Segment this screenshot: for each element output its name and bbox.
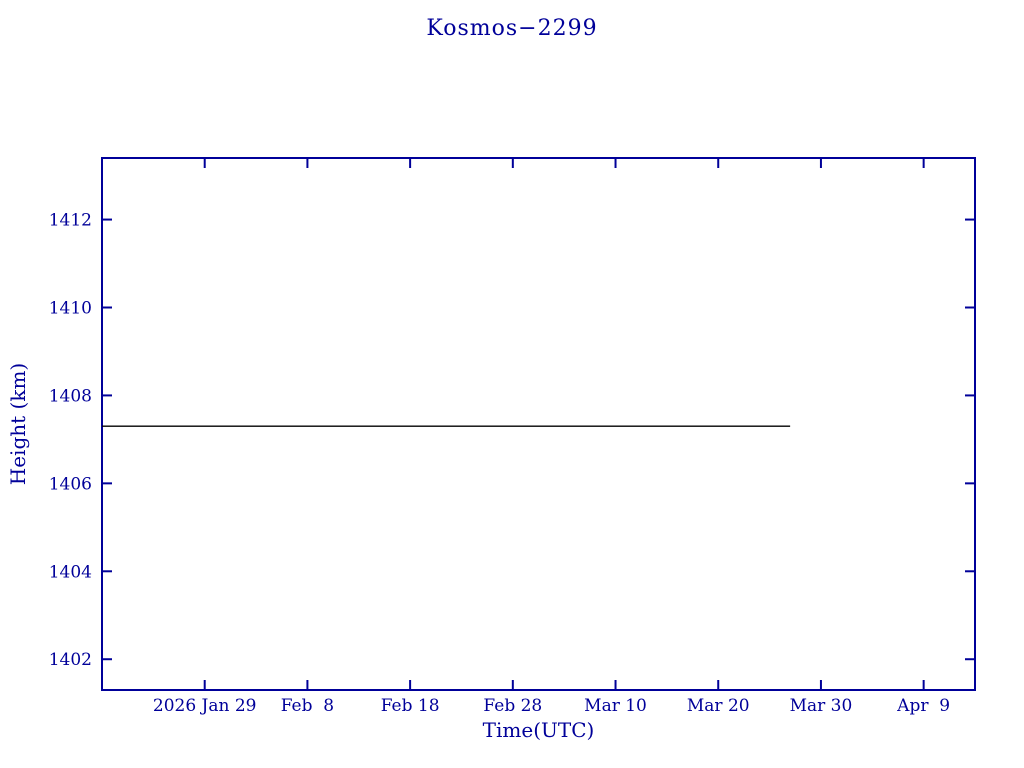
x-tick-label: Feb 28 bbox=[483, 696, 542, 716]
x-tick-label: Mar 20 bbox=[687, 696, 750, 716]
x-tick-label: Feb 18 bbox=[381, 696, 440, 716]
y-tick-label: 1408 bbox=[49, 386, 92, 406]
plot-frame bbox=[101, 157, 976, 691]
y-tick-label: 1404 bbox=[49, 562, 92, 582]
chart-title: Kosmos−2299 bbox=[426, 16, 598, 41]
y-tick-label: 1412 bbox=[49, 211, 92, 231]
x-tick-label: 2026 Jan 29 bbox=[153, 696, 257, 716]
x-tick-label: Apr 9 bbox=[896, 696, 950, 716]
x-tick-label: Mar 10 bbox=[584, 696, 647, 716]
x-tick-label: Feb 8 bbox=[281, 696, 334, 716]
y-tick-label: 1406 bbox=[49, 474, 92, 494]
x-tick-label: Mar 30 bbox=[790, 696, 853, 716]
y-tick-label: 1402 bbox=[49, 650, 92, 670]
x-axis-label: Time(UTC) bbox=[482, 718, 595, 742]
y-tick-label: 1410 bbox=[49, 298, 92, 318]
